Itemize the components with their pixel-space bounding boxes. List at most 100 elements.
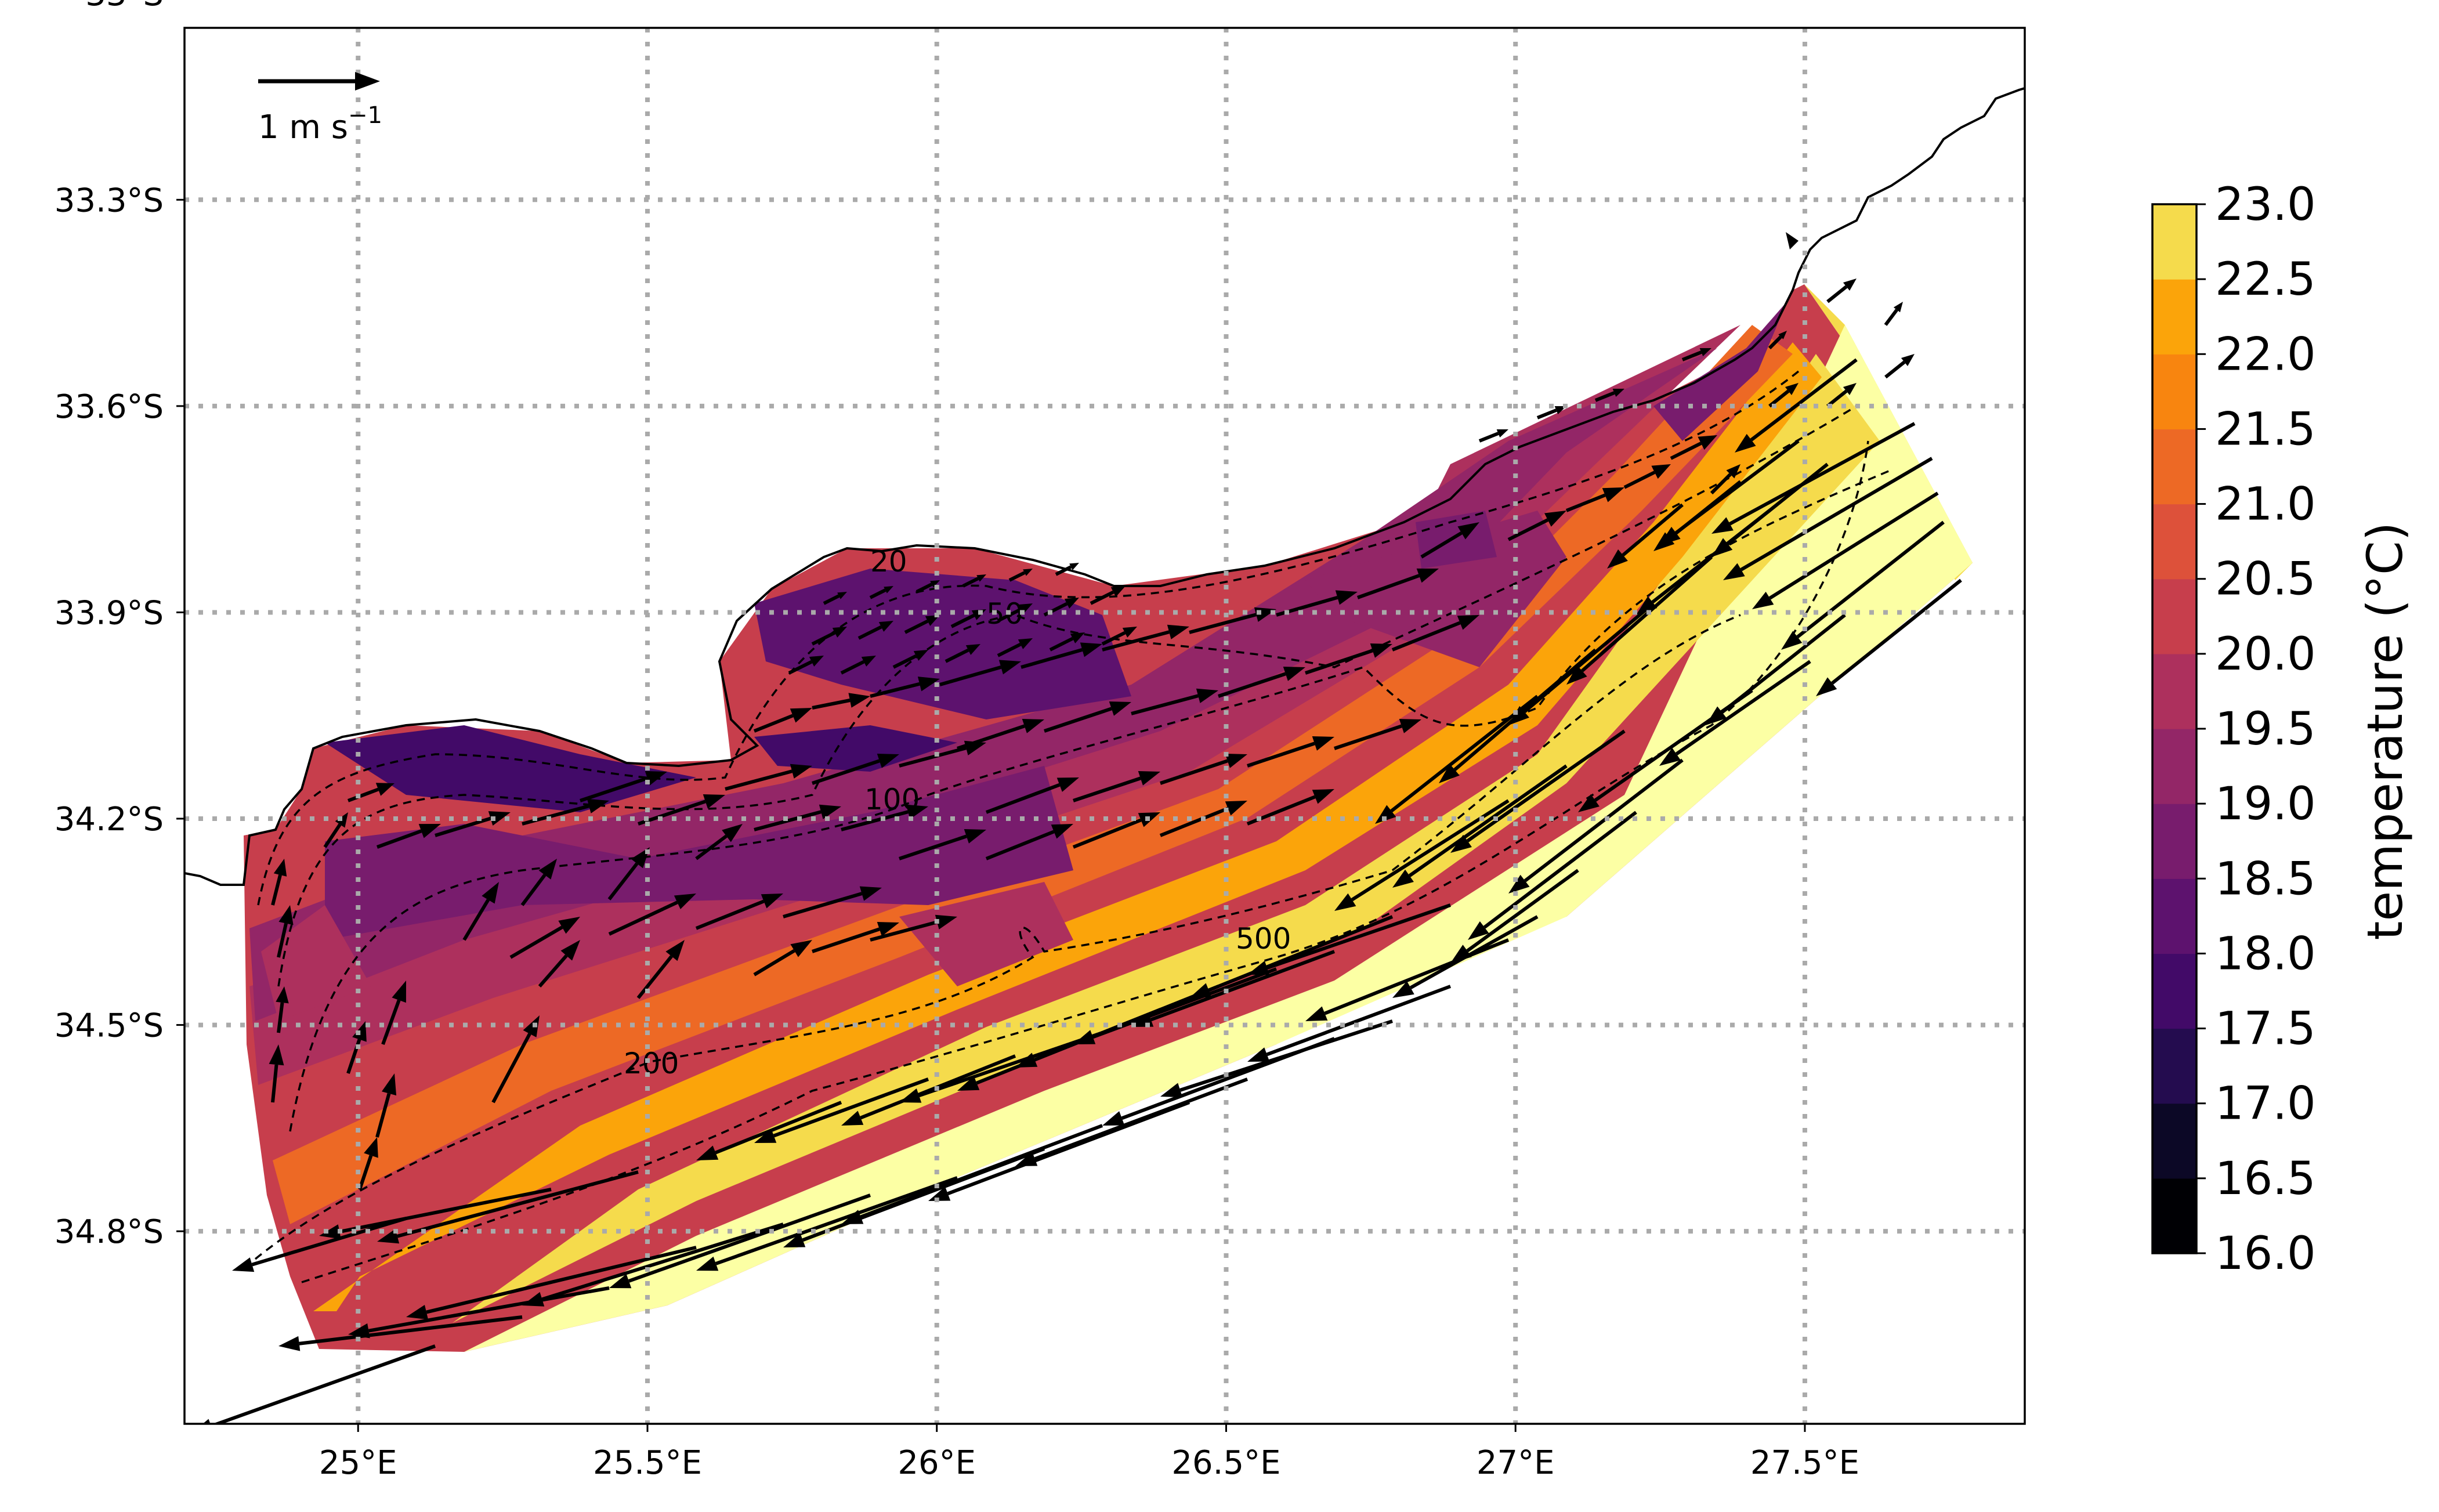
velocity-arrow (1681, 348, 1711, 361)
colorbar-tick-label: 16.5 (2215, 1153, 2316, 1205)
velocity-arrow (1816, 578, 1962, 696)
colorbar-segment (2152, 1028, 2196, 1104)
colorbar-segment (2152, 354, 2196, 430)
velocity-arrow (696, 1101, 842, 1160)
velocity-arrow (840, 656, 876, 675)
velocity-arrow (1247, 736, 1334, 768)
velocity-arrow (1218, 667, 1305, 698)
velocity-arrow (1008, 569, 1033, 582)
colorbar-tick-label: 18.5 (2215, 853, 2316, 905)
reference-vector: 1 m s−1 (258, 72, 382, 146)
velocity-arrow (520, 859, 557, 906)
isobath-label: 500 (1236, 922, 1291, 956)
velocity-arrow (1768, 383, 1799, 408)
velocity-arrow (870, 914, 957, 942)
temperature-band (249, 348, 1717, 1021)
temperature-band (453, 354, 1880, 1323)
isobath-50 (277, 405, 1857, 987)
velocity-arrow (1305, 643, 1392, 675)
velocity-arrow (892, 650, 928, 669)
velocity-arrow (869, 586, 893, 599)
velocity-arrow (857, 621, 893, 640)
velocity-arrow (491, 1015, 540, 1104)
velocity-arrow (538, 940, 580, 987)
velocity-arrow (1044, 701, 1131, 733)
velocity-arrow (462, 882, 499, 941)
velocity-arrow (636, 940, 685, 999)
velocity-arrow (1450, 869, 1579, 963)
velocity-arrow (1711, 462, 1829, 557)
colorbar-segment (2152, 504, 2196, 580)
colorbar-segment (2152, 804, 2196, 879)
velocity-arrow (783, 886, 882, 918)
velocity-arrow (945, 644, 980, 663)
colorbar-segment (2152, 279, 2196, 355)
colorbar-tick-label: 21.0 (2215, 479, 2316, 531)
latitude-axis: 33°S 33.3°S 33.6°S 33.9°S 34.2°S 34.5°S 34.8°S (55, 0, 184, 1251)
velocity-arrow (1375, 694, 1539, 824)
velocity-arrow (812, 693, 870, 710)
isobath-200 (254, 614, 1741, 1260)
velocity-arrow (406, 1246, 697, 1320)
velocity-arrow (381, 981, 406, 1046)
velocity-arrow (1594, 389, 1624, 402)
lon-tick-label: 25.5°E (593, 1444, 702, 1482)
velocity-arrow (607, 847, 650, 900)
temperature-band (313, 342, 1822, 1311)
lon-tick-label: 25°E (319, 1444, 397, 1482)
velocity-arrow (1735, 358, 1858, 453)
coast-inlet-marker (1786, 232, 1799, 249)
velocity-arrow (347, 783, 395, 802)
temperature-band (273, 325, 1793, 1224)
velocity-arrow (812, 754, 899, 785)
velocity-arrow (753, 940, 812, 976)
velocity-arrow (811, 627, 847, 646)
lat-tick-label: 33.9°S (55, 594, 164, 632)
velocity-arrow (278, 1315, 523, 1351)
velocity-arrow (1752, 491, 1939, 609)
velocity-arrow (1884, 302, 1903, 326)
velocity-arrow (1670, 435, 1717, 460)
isobath-label: 200 (624, 1047, 679, 1080)
velocity-vectors (202, 278, 1962, 1424)
velocity-arrow (696, 1176, 958, 1271)
colorbar-segment (2152, 1103, 2196, 1179)
axes-frame (183, 27, 2026, 1425)
velocity-arrow (376, 824, 441, 849)
colorbar-tick-label: 20.0 (2215, 628, 2316, 681)
colorbar-tick-label: 18.0 (2215, 928, 2316, 980)
velocity-arrow (997, 638, 1033, 657)
velocity-arrow (915, 580, 940, 594)
lat-tick-label: 33.6°S (55, 388, 164, 426)
velocity-arrow (1659, 660, 1811, 766)
velocity-arrow (1073, 771, 1160, 802)
velocity-arrow (928, 1101, 1190, 1201)
temperature-band (325, 766, 1073, 940)
colorbar-tick-label: 16.0 (2215, 1228, 2316, 1280)
velocity-arrow (1131, 688, 1218, 715)
velocity-arrow (1468, 811, 1637, 940)
velocity-arrow (638, 794, 725, 826)
velocity-arrow (1826, 278, 1857, 303)
velocity-arrow (1160, 754, 1247, 785)
colorbar-tick-label: 17.0 (2215, 1078, 2316, 1130)
velocity-arrow (580, 771, 667, 802)
velocity-arrow (1049, 632, 1085, 652)
colorbar-segment (2152, 729, 2196, 804)
velocity-arrow (202, 1344, 436, 1424)
colorbar-tick-label: 21.5 (2215, 403, 2316, 455)
velocity-arrow (319, 1188, 552, 1239)
velocity-arrow (957, 1008, 1161, 1091)
velocity-arrow (608, 894, 696, 936)
isobath-20 (257, 370, 1800, 906)
velocity-arrow (788, 656, 824, 675)
lat-tick-label: 34.2°S (55, 801, 164, 838)
velocity-arrow (1159, 801, 1247, 837)
colorbar-tick-label: 19.5 (2215, 703, 2316, 755)
colorbar-segment (2152, 578, 2196, 654)
lat-tick-label: 34.5°S (55, 1007, 164, 1045)
velocity-arrow (783, 1147, 1045, 1247)
velocity-arrow (1102, 1037, 1336, 1126)
isobath-label: 50 (986, 597, 1023, 631)
